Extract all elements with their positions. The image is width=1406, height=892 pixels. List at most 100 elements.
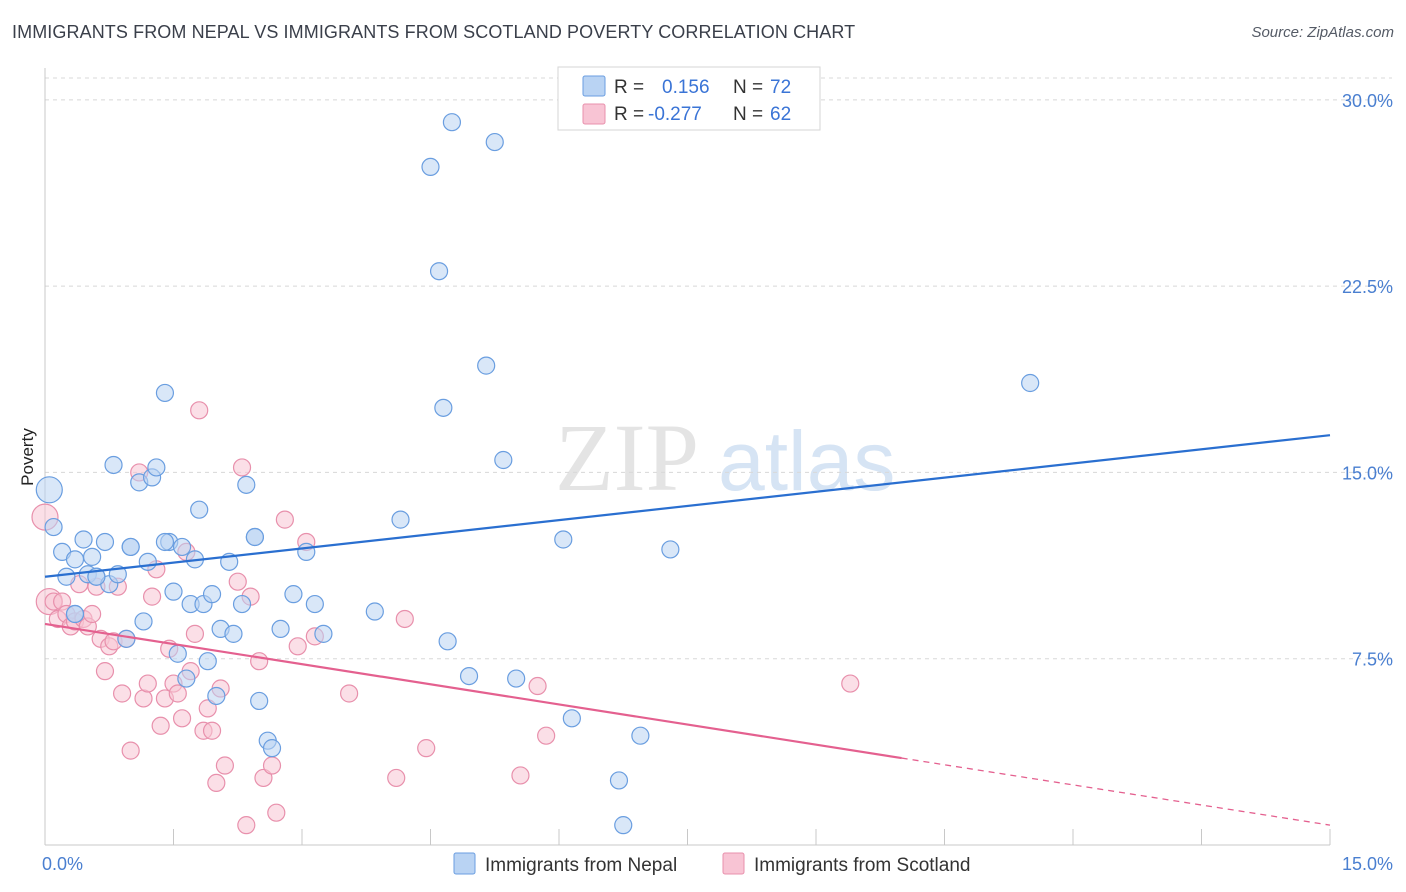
scotland-point-56 — [395, 609, 414, 629]
nepal-point-50 — [421, 157, 440, 177]
nepal-point-55 — [459, 666, 479, 686]
scotland-point-50 — [275, 510, 294, 529]
series-legend-swatch-nepal — [453, 852, 476, 875]
scotland-point-38 — [202, 721, 222, 740]
nepal-point-46 — [305, 594, 324, 614]
watermark-zip: ZIP — [555, 404, 699, 511]
scotland-point-51 — [288, 637, 307, 656]
nepal-point-20 — [147, 458, 166, 477]
nepal-point-52 — [434, 398, 453, 417]
nepal-point-25 — [172, 537, 192, 557]
nepal-point-40 — [250, 691, 269, 711]
scotland-point-60 — [537, 726, 556, 745]
nepal-point-0 — [35, 476, 63, 504]
nepal-point-17 — [134, 612, 153, 631]
nepal-point-64 — [631, 726, 650, 745]
nepal-point-51 — [429, 262, 449, 281]
nepal-point-66 — [1021, 373, 1040, 393]
nepal-point-1 — [44, 517, 63, 537]
scotland-point-57 — [417, 739, 436, 758]
nepal-point-62 — [609, 771, 629, 790]
series-legend-label-scotland: Immigrants from Scotland — [754, 855, 970, 876]
series-legend-label-nepal: Immigrants from Nepal — [485, 855, 677, 876]
scotland-point-47 — [254, 768, 273, 788]
scotland-point-54 — [340, 684, 359, 703]
legend-n-label-scotland: N = — [733, 104, 763, 125]
nepal-point-21 — [155, 383, 175, 403]
nepal-point-47 — [314, 624, 333, 643]
scotland-point-34 — [185, 624, 205, 643]
nepal-point-44 — [284, 585, 303, 604]
scotland-point-22 — [134, 689, 153, 708]
scotland-point-58 — [511, 766, 530, 785]
scotland-point-14 — [95, 662, 115, 681]
nepal-point-29 — [190, 500, 209, 519]
nepal-point-10 — [95, 532, 115, 552]
x-tick-label-0: 0.0% — [42, 854, 83, 874]
legend-swatch-nepal — [582, 75, 606, 97]
nepal-point-38 — [237, 475, 256, 494]
nepal-point-32 — [202, 585, 222, 604]
nepal-point-42 — [262, 739, 282, 758]
scotland-trend-solid — [44, 622, 902, 760]
scotland-trend-dashed — [901, 757, 1331, 826]
legend-n-label-nepal: N = — [733, 77, 763, 98]
nepal-point-60 — [554, 530, 573, 549]
nepal-point-12 — [104, 455, 123, 475]
nepal-point-23 — [164, 582, 183, 601]
scotland-point-39 — [207, 773, 226, 793]
trend-lines — [44, 434, 1331, 826]
nepal-point-53 — [438, 632, 457, 651]
scotland-point-35 — [190, 401, 209, 420]
legend-r-scotland: -0.277 — [648, 104, 702, 125]
scotland-point-46 — [250, 652, 269, 671]
scotland-point-23 — [138, 674, 157, 693]
nepal-point-3 — [57, 567, 76, 586]
scotland-point-43 — [232, 458, 252, 477]
scotland-point-61 — [841, 674, 860, 693]
y-tick-label-3: 30.0% — [1342, 91, 1393, 111]
scotland-point-30 — [168, 684, 187, 703]
axes: 7.5% 15.0% 22.5% 30.0% 0.0% 15.0% — [42, 68, 1393, 874]
scotland-point-41 — [215, 756, 234, 775]
nepal-point-24 — [168, 644, 187, 663]
legend-r-nepal: 0.156 — [662, 77, 710, 98]
nepal-point-63 — [614, 816, 633, 835]
nepal-point-31 — [198, 652, 217, 671]
nepal-point-70 — [155, 532, 175, 552]
nepal-point-26 — [177, 669, 196, 688]
nepal-point-49 — [391, 510, 410, 529]
scotland-point-37 — [198, 699, 217, 718]
legend-r-label-scotland: R = — [614, 104, 644, 125]
nepal-point-61 — [562, 709, 581, 728]
legend-swatch-scotland — [582, 103, 606, 125]
nepal-point-68 — [245, 527, 264, 547]
scotland-point-59 — [528, 676, 547, 696]
scotland-point-31 — [172, 709, 192, 728]
nepal-point-59 — [507, 669, 526, 688]
scotland-point-48 — [262, 756, 282, 775]
scotland-point-49 — [267, 803, 286, 822]
nepal-point-58 — [494, 450, 513, 470]
nepal-point-37 — [232, 594, 252, 614]
nepal-trend-line — [44, 434, 1331, 578]
y-axis-label: Poverty — [18, 428, 37, 486]
nepal-point-14 — [117, 629, 136, 648]
nepal-point-56 — [477, 356, 496, 375]
nepal-point-6 — [74, 530, 93, 549]
scotland-point-20 — [121, 741, 140, 760]
nepal-point-18 — [138, 552, 157, 571]
scotland-point-26 — [151, 716, 170, 735]
nepal-point-57 — [485, 132, 504, 152]
x-tick-label-1: 15.0% — [1342, 854, 1393, 874]
nepal-point-65 — [661, 540, 680, 559]
nepal-point-43 — [271, 619, 290, 639]
nepal-point-69 — [65, 604, 85, 624]
scotland-point-18 — [112, 684, 132, 703]
nepal-point-67 — [121, 537, 140, 557]
y-tick-label-0: 7.5% — [1352, 650, 1393, 670]
scotland-point-11 — [83, 604, 102, 624]
nepal-point-48 — [365, 602, 384, 621]
scotland-point-42 — [228, 572, 247, 591]
